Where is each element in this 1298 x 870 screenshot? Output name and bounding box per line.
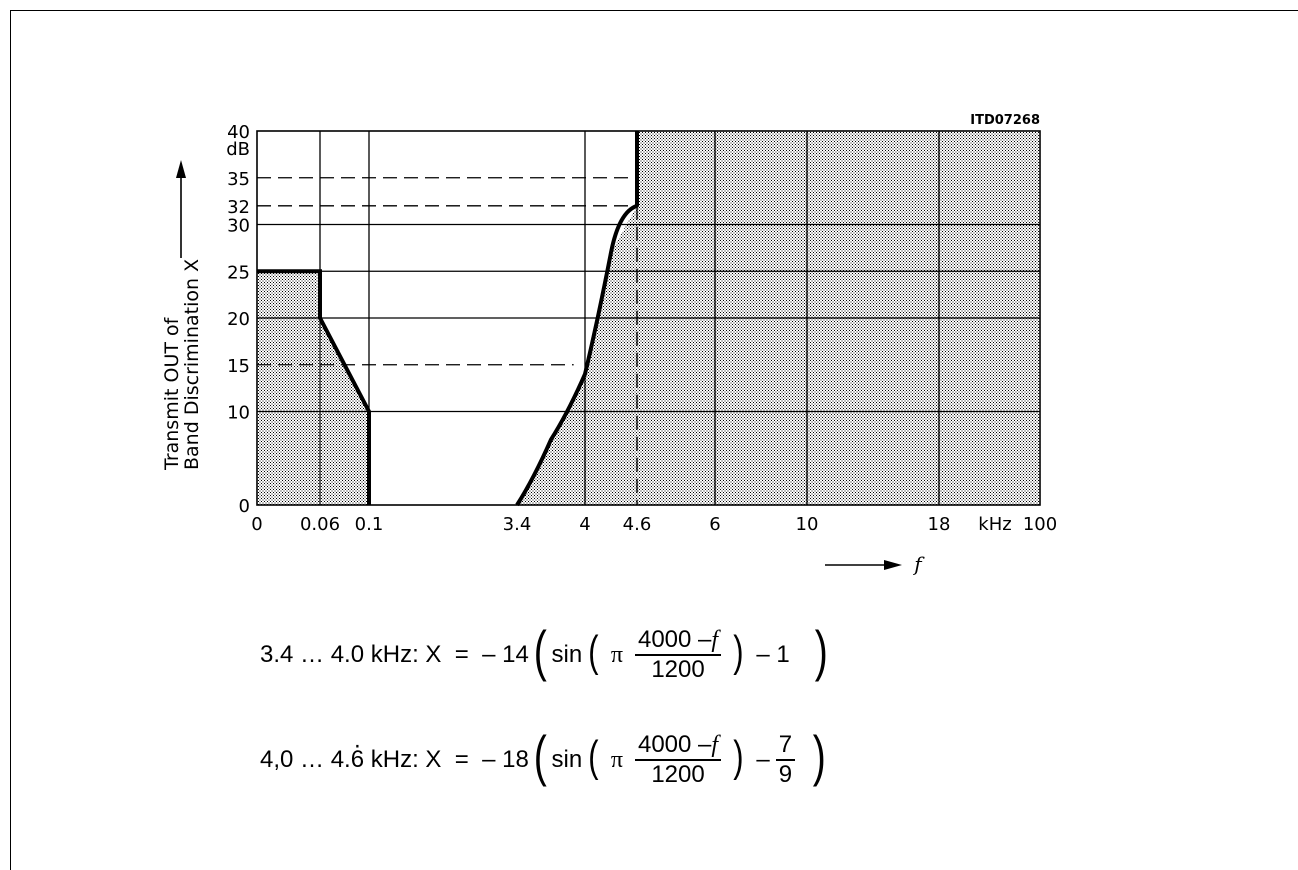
- formula-1-pi: π: [610, 641, 623, 668]
- formula-2: 4,0 … 4.6 kHz: X = – 18 ( sin ( π 4000 –…: [260, 723, 830, 797]
- y-axis-title-line2: Band Discrimination X: [181, 259, 203, 470]
- y-tick-label: 20: [227, 309, 250, 330]
- y-tick-label: 10: [227, 403, 250, 424]
- y-tick-label: 15: [227, 356, 250, 377]
- x-tick-label: 4.6: [623, 514, 652, 535]
- right-paren-icon: ): [733, 732, 744, 781]
- formula-2-coefficient: – 18: [482, 746, 529, 773]
- y-tick-label: 40: [227, 122, 250, 143]
- formula-2-tail-op: –: [756, 746, 770, 773]
- formula-2-tail-fraction: 7 9: [775, 731, 796, 789]
- formula-1-range: 3.4 … 4.0 kHz:: [260, 641, 419, 668]
- y-tick-label: 30: [227, 216, 250, 237]
- x-tick-label: 0: [251, 514, 262, 535]
- formula-2-range-a: 4,0 … 4.: [260, 746, 351, 773]
- x-tick-label: 100: [1023, 514, 1057, 535]
- formula-2-fraction: 4000 –f 1200: [634, 730, 722, 789]
- low-band-limit-line: [257, 269, 371, 505]
- formula-2-numerator: 4000 –: [637, 730, 712, 758]
- y-tick-label: 35: [227, 169, 250, 190]
- x-tick-label: 0.06: [300, 514, 340, 535]
- formula-2-pi: π: [610, 746, 623, 773]
- formula-2-sin: sin: [551, 746, 583, 773]
- formula-1-sin: sin: [551, 641, 583, 668]
- left-paren-icon: (: [533, 724, 547, 787]
- right-paren-icon: ): [733, 627, 744, 676]
- formula-1-tail: – 1: [756, 641, 790, 668]
- high-band-limit-curve: [515, 131, 639, 507]
- y-tick-label: 32: [227, 197, 250, 218]
- left-paren-icon: (: [588, 627, 599, 676]
- formula-2-lhs: X: [425, 746, 442, 773]
- x-tick-label: 18: [928, 514, 951, 535]
- x-tick-label: 3.4: [503, 514, 532, 535]
- x-tick-label: 6: [709, 514, 720, 535]
- formula-2-numerator-var: f: [711, 731, 719, 758]
- formula-1-equals: =: [454, 641, 469, 668]
- right-paren-icon: ): [812, 724, 826, 787]
- left-paren-icon: (: [588, 732, 599, 781]
- formula-2-equals: =: [454, 746, 469, 773]
- y-arrow-icon: [176, 160, 186, 178]
- x-tick-label: 4: [579, 514, 590, 535]
- formula-2-range-b: 6: [351, 746, 364, 774]
- formula-2-tail-numerator: 7: [775, 731, 796, 761]
- formula-1-fraction: 4000 –f 1200: [634, 625, 722, 684]
- formula-1-numerator-var: f: [711, 626, 719, 653]
- formula-2-range-c: kHz:: [364, 746, 419, 773]
- x-arrow-icon: [884, 560, 902, 570]
- formula-1-numerator: 4000 –: [637, 625, 712, 653]
- y-tick-label: 0: [239, 496, 250, 517]
- low-band-mask-region: [257, 271, 369, 505]
- formula-1-coefficient: – 14: [482, 641, 529, 668]
- y-tick-label: 25: [227, 262, 250, 283]
- figure-frame: [10, 10, 1298, 870]
- formula-2-denominator: 1200: [651, 761, 705, 788]
- figure-code: ITD07268: [970, 113, 1040, 128]
- y-axis-title-line1: Transmit OUT of: [161, 316, 183, 471]
- left-paren-icon: (: [533, 619, 547, 682]
- formula-2-tail-denominator: 9: [778, 761, 793, 788]
- formula-1-lhs: X: [425, 641, 442, 668]
- x-unit-label: kHz: [978, 514, 1011, 535]
- y-unit-label: dB: [226, 139, 250, 160]
- x-variable-label: f: [912, 552, 925, 576]
- right-paren-icon: ): [814, 619, 828, 682]
- x-tick-label: 10: [796, 514, 819, 535]
- x-tick-label: 0.1: [355, 514, 384, 535]
- formula-1: 3.4 … 4.0 kHz: X = – 14 ( sin ( π 4000 –…: [260, 618, 832, 692]
- plot-frame: [256, 130, 1041, 506]
- formula-1-denominator: 1200: [651, 656, 705, 683]
